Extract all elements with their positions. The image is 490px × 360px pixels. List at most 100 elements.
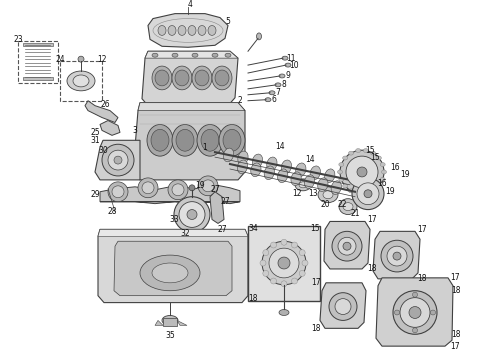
- Ellipse shape: [198, 26, 206, 35]
- Text: 21: 21: [350, 209, 360, 218]
- Polygon shape: [210, 192, 224, 224]
- Ellipse shape: [223, 129, 241, 151]
- Ellipse shape: [380, 163, 385, 167]
- Ellipse shape: [172, 53, 178, 57]
- Ellipse shape: [192, 53, 198, 57]
- Text: 18: 18: [451, 330, 461, 339]
- Ellipse shape: [201, 129, 219, 151]
- Ellipse shape: [343, 203, 353, 211]
- Text: 24: 24: [55, 55, 65, 64]
- Ellipse shape: [393, 252, 401, 260]
- Ellipse shape: [212, 53, 218, 57]
- Text: 5: 5: [225, 17, 230, 26]
- Ellipse shape: [267, 157, 277, 171]
- Ellipse shape: [270, 278, 276, 284]
- Ellipse shape: [318, 178, 328, 192]
- Ellipse shape: [338, 237, 356, 255]
- Text: 32: 32: [180, 229, 190, 238]
- Ellipse shape: [208, 26, 216, 35]
- Text: 17: 17: [417, 225, 427, 234]
- Ellipse shape: [295, 163, 306, 177]
- Text: 1: 1: [203, 143, 207, 152]
- Ellipse shape: [343, 156, 347, 160]
- Polygon shape: [148, 14, 228, 47]
- Ellipse shape: [357, 183, 379, 204]
- Ellipse shape: [332, 231, 362, 261]
- Bar: [60, 61, 102, 101]
- Ellipse shape: [108, 150, 128, 170]
- Ellipse shape: [114, 156, 122, 164]
- Ellipse shape: [73, 75, 89, 87]
- Ellipse shape: [363, 192, 368, 195]
- Polygon shape: [100, 121, 120, 135]
- Ellipse shape: [237, 160, 247, 174]
- Ellipse shape: [265, 98, 271, 102]
- Text: 30: 30: [98, 146, 108, 155]
- Ellipse shape: [400, 298, 430, 327]
- Ellipse shape: [152, 53, 158, 57]
- Text: 6: 6: [271, 95, 276, 104]
- Text: 28: 28: [107, 207, 117, 216]
- Text: 12: 12: [292, 189, 302, 198]
- Ellipse shape: [329, 293, 357, 320]
- Text: 23: 23: [13, 35, 23, 44]
- Ellipse shape: [376, 156, 381, 160]
- Ellipse shape: [215, 70, 229, 86]
- Polygon shape: [142, 51, 238, 106]
- Ellipse shape: [339, 199, 357, 215]
- Text: 17: 17: [311, 278, 321, 287]
- Ellipse shape: [343, 242, 351, 250]
- Ellipse shape: [175, 70, 189, 86]
- Ellipse shape: [172, 125, 198, 156]
- Ellipse shape: [335, 299, 351, 315]
- Ellipse shape: [364, 190, 372, 198]
- Ellipse shape: [172, 66, 192, 90]
- Text: 33: 33: [169, 215, 179, 224]
- Polygon shape: [324, 221, 370, 269]
- Ellipse shape: [380, 177, 385, 181]
- Ellipse shape: [225, 53, 231, 57]
- Text: 18: 18: [311, 324, 321, 333]
- Ellipse shape: [323, 191, 333, 199]
- Ellipse shape: [202, 180, 214, 192]
- Ellipse shape: [151, 129, 169, 151]
- Text: 27: 27: [210, 185, 220, 194]
- Text: 19: 19: [385, 187, 395, 196]
- Text: 15: 15: [370, 153, 380, 162]
- Ellipse shape: [195, 70, 209, 86]
- Ellipse shape: [142, 182, 154, 194]
- Ellipse shape: [179, 202, 205, 228]
- Ellipse shape: [138, 178, 158, 198]
- Ellipse shape: [187, 210, 197, 220]
- Ellipse shape: [382, 170, 387, 174]
- Ellipse shape: [176, 129, 194, 151]
- Ellipse shape: [291, 172, 301, 185]
- Ellipse shape: [188, 26, 196, 35]
- Text: 22: 22: [337, 200, 347, 209]
- Text: 27: 27: [220, 197, 230, 206]
- Ellipse shape: [162, 315, 178, 325]
- Polygon shape: [95, 140, 140, 180]
- Ellipse shape: [102, 144, 134, 176]
- Text: 14: 14: [305, 154, 315, 163]
- Text: 19: 19: [195, 181, 205, 190]
- Bar: [23, 77, 53, 80]
- Text: 18: 18: [367, 265, 377, 274]
- Polygon shape: [177, 320, 187, 325]
- Text: 13: 13: [308, 189, 318, 198]
- Text: 35: 35: [165, 331, 175, 340]
- Ellipse shape: [394, 310, 399, 315]
- Polygon shape: [100, 185, 240, 204]
- Ellipse shape: [251, 163, 261, 177]
- Ellipse shape: [393, 291, 437, 334]
- Ellipse shape: [277, 169, 288, 183]
- Ellipse shape: [263, 270, 269, 276]
- Ellipse shape: [279, 310, 289, 315]
- Polygon shape: [155, 320, 163, 325]
- Ellipse shape: [256, 33, 262, 40]
- Ellipse shape: [338, 170, 343, 174]
- Ellipse shape: [370, 151, 375, 155]
- Ellipse shape: [299, 249, 305, 256]
- Ellipse shape: [238, 151, 248, 165]
- Ellipse shape: [155, 70, 169, 86]
